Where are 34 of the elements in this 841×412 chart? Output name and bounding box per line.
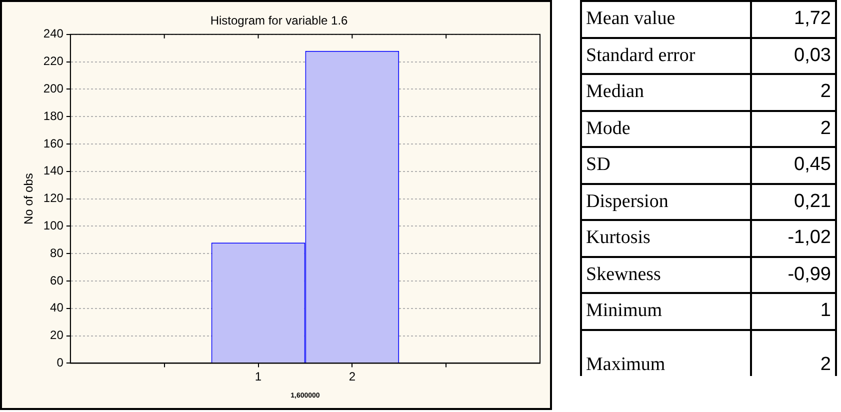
y-tick-label: 160 [43, 136, 64, 150]
y-tick-label: 20 [50, 328, 64, 342]
text: Mean value [581, 1, 751, 38]
text: 0,03 [751, 38, 836, 74]
y-tick-label: 200 [43, 82, 64, 96]
y-tick-label: 100 [43, 218, 64, 233]
y-tick-label: 0 [56, 356, 64, 370]
text: 0,45 [751, 147, 836, 184]
chart-title: Histogram for variable 1.6 [210, 14, 348, 28]
y-tick-label: 60 [50, 273, 64, 288]
text: -0,99 [751, 256, 836, 293]
text: -1,02 [751, 220, 836, 256]
text: Maximum [581, 330, 751, 376]
y-tick-label: 140 [43, 164, 64, 178]
y-axis-title: No of obs [22, 173, 36, 224]
text: 1 [751, 293, 836, 330]
text: Kurtosis [581, 220, 751, 256]
text: 2 [751, 110, 836, 147]
text: Skewness [581, 256, 751, 293]
text: Mode [581, 110, 751, 147]
text: 0,21 [751, 184, 836, 220]
text: Standard error [581, 38, 751, 74]
y-tick-label: 240 [43, 26, 64, 41]
y-tick-label: 80 [50, 246, 64, 260]
y-tick-label: 180 [43, 108, 64, 123]
text: 2 [751, 74, 836, 110]
y-tick-label: 220 [43, 54, 64, 68]
text: SD [581, 147, 751, 184]
text: Minimum [581, 293, 751, 330]
text: Dispersion [581, 184, 751, 220]
y-tick-label: 40 [50, 300, 64, 315]
y-tick-label: 120 [43, 191, 64, 206]
text: Median [581, 74, 751, 110]
text: 1,72 [751, 1, 836, 38]
